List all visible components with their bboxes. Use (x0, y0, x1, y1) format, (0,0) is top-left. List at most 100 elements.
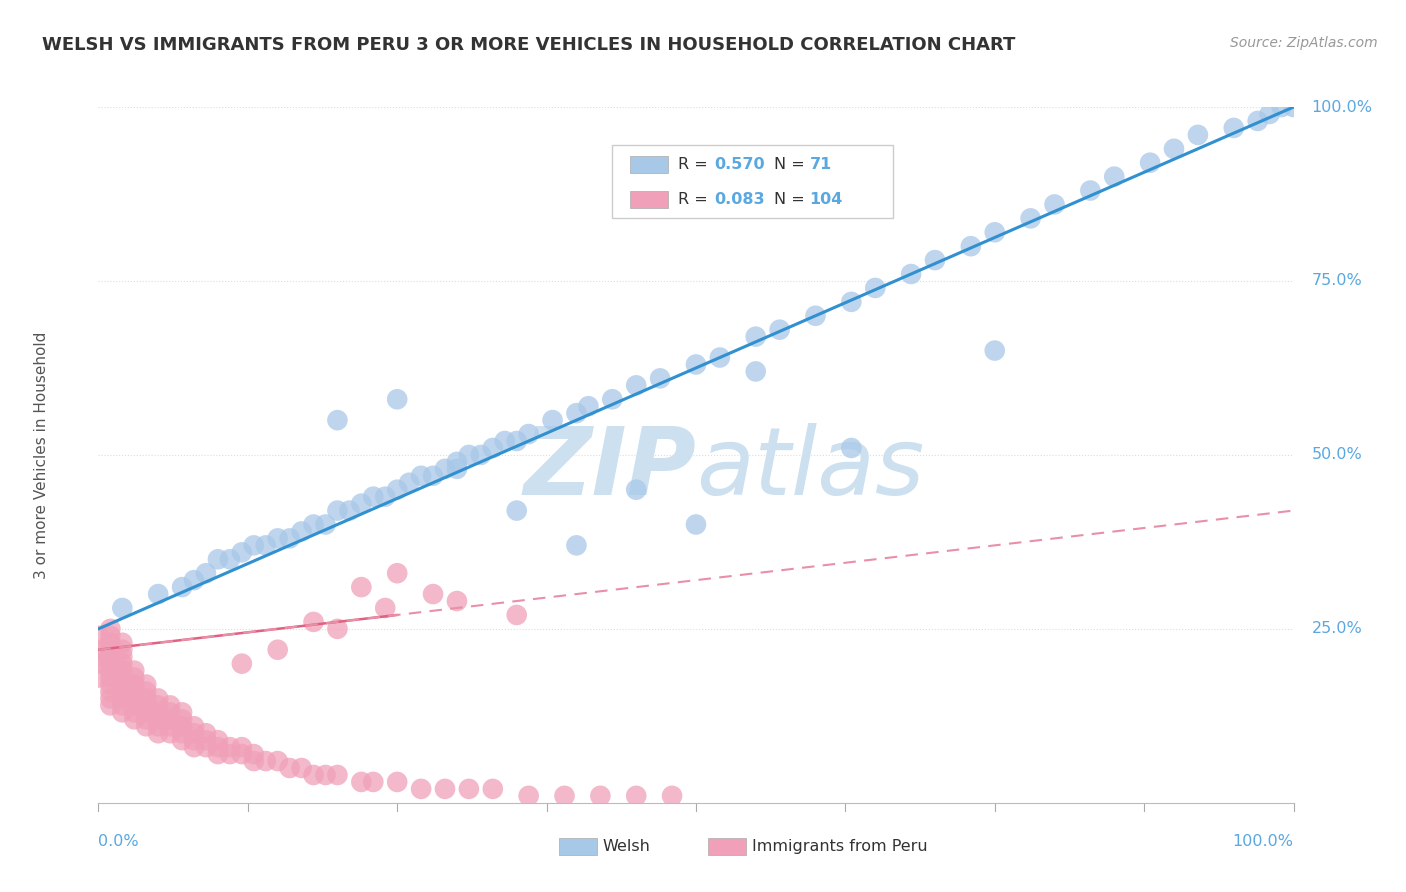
Point (1104, 169, 1126, 184)
Point (685, 517, 707, 532)
Point (207, 552, 229, 566)
Point (422, 468, 444, 483)
Point (506, 434, 529, 448)
FancyBboxPatch shape (709, 838, 747, 855)
Point (398, 475, 420, 490)
Point (517, 789, 540, 803)
Point (87, 657, 110, 671)
Point (148, 712, 170, 726)
Point (1258, 107, 1281, 121)
Point (98, 622, 122, 636)
Point (124, 671, 146, 685)
Point (87, 671, 110, 685)
Point (254, 538, 277, 552)
Point (626, 378, 648, 392)
Point (768, 323, 790, 337)
FancyBboxPatch shape (558, 838, 596, 855)
Text: 25.0%: 25.0% (1312, 622, 1362, 636)
Point (1271, 100, 1294, 114)
Point (984, 343, 1007, 358)
Point (804, 309, 827, 323)
Point (661, 789, 683, 803)
Point (326, 622, 349, 636)
Point (291, 524, 314, 539)
Point (709, 351, 731, 365)
Text: 50.0%: 50.0% (1312, 448, 1362, 462)
Point (172, 719, 194, 733)
Point (1223, 120, 1246, 135)
Point (183, 719, 205, 733)
Point (446, 455, 468, 469)
Point (135, 691, 157, 706)
Point (172, 580, 194, 594)
Point (278, 532, 301, 546)
Point (1080, 184, 1102, 198)
Point (422, 587, 444, 601)
Point (111, 691, 134, 706)
Point (231, 545, 253, 559)
Point (315, 768, 337, 782)
Point (219, 747, 242, 761)
Point (111, 684, 134, 698)
Point (1247, 114, 1270, 128)
Point (374, 601, 396, 615)
Point (363, 775, 385, 789)
Point (124, 664, 146, 678)
Point (207, 740, 229, 755)
Point (135, 712, 157, 726)
Point (148, 719, 170, 733)
Point (434, 781, 457, 796)
Point (148, 691, 170, 706)
Point (98, 698, 122, 713)
Point (135, 698, 157, 713)
Point (506, 607, 529, 622)
Point (124, 691, 146, 706)
Point (98, 684, 122, 698)
Text: 0.083: 0.083 (714, 192, 765, 207)
Point (183, 740, 205, 755)
Point (172, 706, 194, 720)
Text: ZIP: ZIP (523, 423, 696, 515)
Point (98, 636, 122, 650)
Point (231, 747, 253, 761)
Point (302, 615, 325, 629)
Point (195, 566, 218, 581)
Text: R =: R = (678, 192, 713, 207)
Point (231, 740, 253, 755)
Point (648, 371, 672, 385)
Point (159, 706, 181, 720)
Point (267, 642, 290, 657)
Point (1043, 197, 1066, 211)
Point (111, 642, 134, 657)
Point (589, 789, 612, 803)
Point (350, 775, 373, 789)
Point (267, 754, 290, 768)
Point (219, 552, 242, 566)
Point (1019, 211, 1042, 226)
Text: Welsh: Welsh (603, 838, 651, 854)
Point (385, 775, 409, 789)
Point (98, 691, 122, 706)
Point (195, 733, 218, 747)
Point (111, 664, 134, 678)
Point (578, 399, 600, 413)
FancyBboxPatch shape (630, 156, 668, 173)
Text: 71: 71 (810, 157, 832, 172)
Text: Source: ZipAtlas.com: Source: ZipAtlas.com (1230, 36, 1378, 50)
Point (111, 657, 134, 671)
Point (135, 719, 157, 733)
Text: R =: R = (678, 157, 713, 172)
Point (148, 587, 170, 601)
Text: 100.0%: 100.0% (1312, 100, 1372, 114)
Point (602, 392, 624, 407)
Point (984, 225, 1007, 239)
Point (481, 441, 505, 455)
Text: 0.570: 0.570 (714, 157, 765, 172)
Point (172, 712, 194, 726)
Point (111, 649, 134, 664)
Point (1282, 100, 1305, 114)
Point (302, 768, 325, 782)
Point (374, 490, 396, 504)
Text: N =: N = (773, 157, 810, 172)
Point (315, 517, 337, 532)
